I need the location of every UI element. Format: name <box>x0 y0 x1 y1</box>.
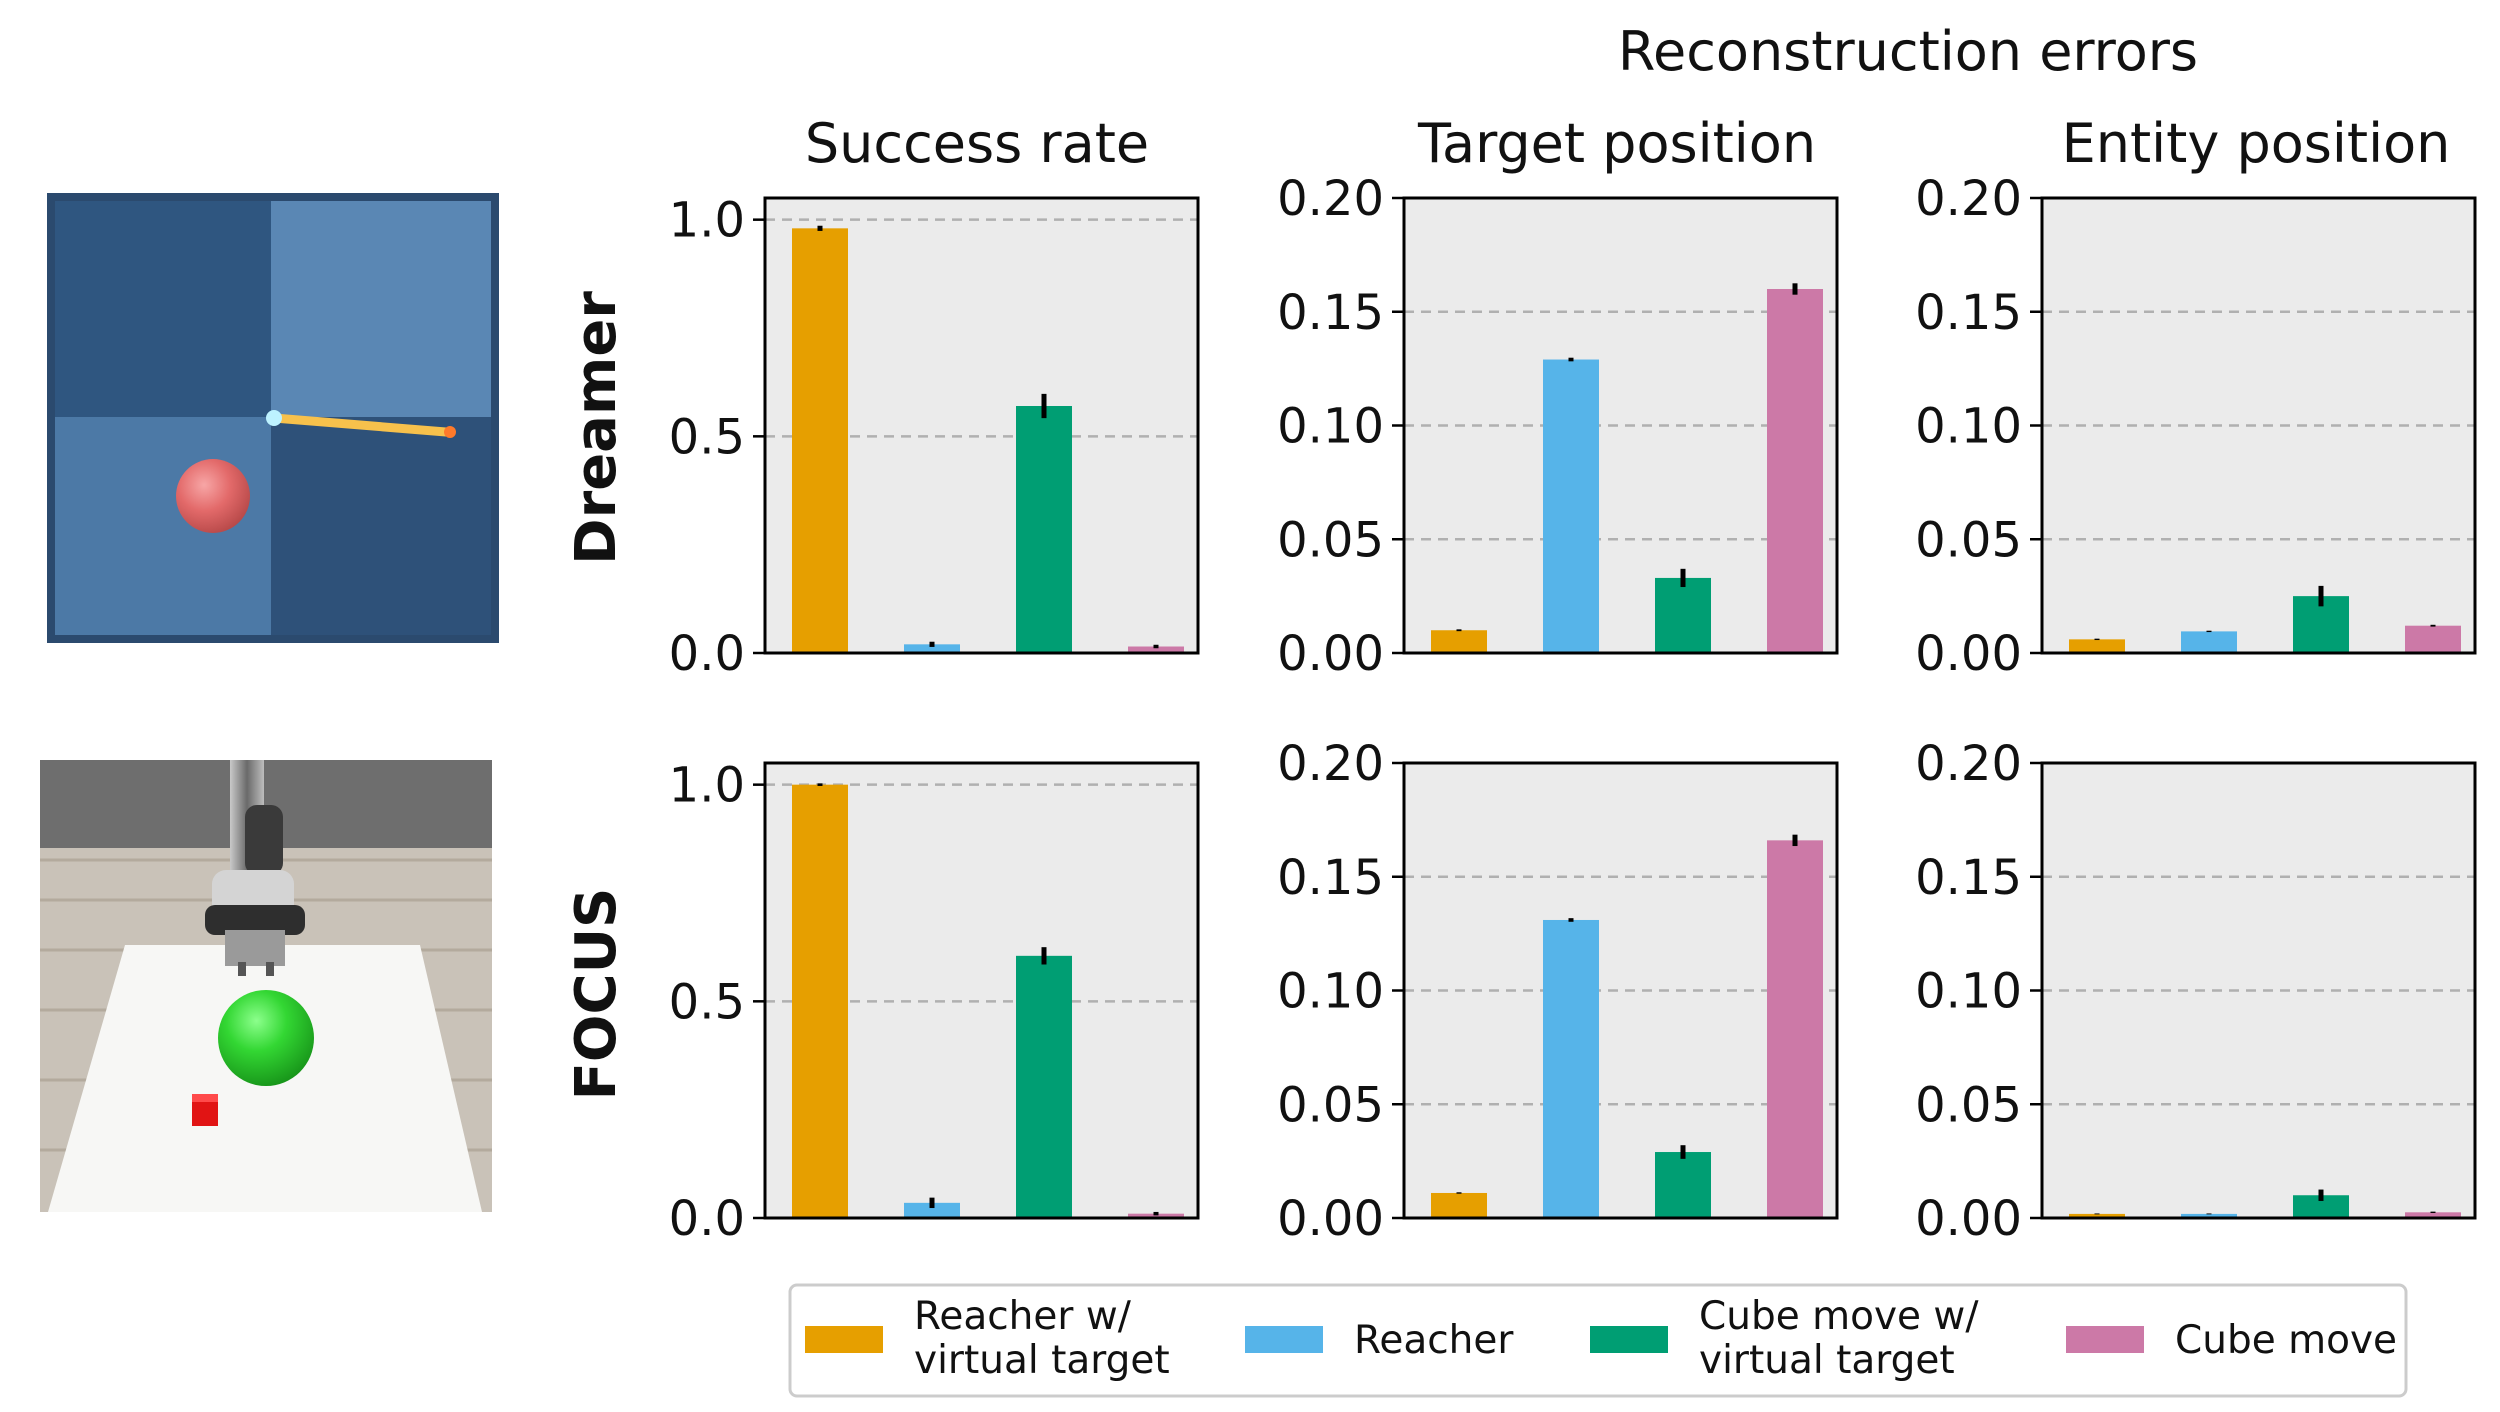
bar-reacher-virtual <box>792 784 848 1218</box>
panel-focus-entity-position: 0.00 0.05 0.10 0.15 0.20 <box>1915 736 2477 1247</box>
panel-focus-target-position: 0.00 0.05 0.10 0.15 0.20 <box>1277 736 1839 1247</box>
legend-label-cube-virtual-line1: Cube move w/ <box>1699 1294 1979 1339</box>
y-tick-label: 0.10 <box>1277 964 1384 1020</box>
y-tick-label: 0.05 <box>1277 1077 1384 1133</box>
bar-reacher-virtual <box>792 228 848 654</box>
column-title-success-rate: Success rate <box>805 112 1149 175</box>
bar-cube-virtual <box>1655 577 1711 653</box>
bar-reacher <box>904 1202 960 1218</box>
panel-dreamer-success-rate: 0.0 0.5 1.0 <box>669 193 1200 682</box>
legend-swatch-cube-move <box>2066 1326 2144 1353</box>
y-tick-label: 0.5 <box>669 974 745 1030</box>
bar-cube-move <box>2405 1212 2461 1218</box>
bar-reacher <box>1543 359 1599 653</box>
plot-frame <box>2040 196 2477 655</box>
y-tick-label: 0.0 <box>669 1191 745 1247</box>
column-title-entity-position: Entity position <box>2062 112 2451 175</box>
y-tick-label: 0.20 <box>1915 736 2022 792</box>
legend-swatch-cube-virtual <box>1590 1326 1668 1353</box>
y-tick-label: 0.00 <box>1915 1191 2022 1247</box>
y-tick-label: 0.20 <box>1277 171 1384 227</box>
plot-frame <box>1402 196 1839 655</box>
y-tick-label: 1.0 <box>669 193 745 249</box>
panel-dreamer-entity-position: 0.00 0.05 0.10 0.15 0.20 <box>1915 171 2477 682</box>
y-tick-label: 0.00 <box>1915 626 2022 682</box>
legend-label-reacher: Reacher <box>1354 1318 1514 1363</box>
row-label-focus: FOCUS <box>564 888 629 1101</box>
column-title-target-position: Target position <box>1417 112 1816 175</box>
reconstruction-errors-header: Reconstruction errors <box>1618 20 2198 83</box>
plot-frame <box>1402 761 1839 1220</box>
legend-swatch-reacher <box>1245 1326 1323 1353</box>
plot-area <box>2042 198 2475 653</box>
bar-cube-move <box>1767 840 1823 1218</box>
legend-label-cube-move: Cube move <box>2175 1318 2397 1363</box>
bar-reacher-virtual <box>1431 630 1487 653</box>
y-tick-label: 0.10 <box>1277 399 1384 455</box>
bar-reacher <box>904 644 960 653</box>
y-tick-label: 1.0 <box>669 758 745 814</box>
y-tick-label: 0.20 <box>1915 171 2022 227</box>
y-tick-label: 0.10 <box>1915 399 2022 455</box>
plot-frame <box>2040 761 2477 1220</box>
legend: Reacher w/ virtual target Reacher Cube m… <box>788 1283 2408 1398</box>
bar-cube-virtual <box>1016 955 1072 1218</box>
y-tick-label: 0.5 <box>669 409 745 465</box>
y-tick-label: 0.15 <box>1277 850 1384 906</box>
reacher-env-image <box>47 193 499 643</box>
bar-reacher-virtual <box>2069 1213 2125 1218</box>
bar-reacher <box>2181 631 2237 653</box>
bar-cube-virtual <box>1655 1152 1711 1218</box>
y-tick-label: 0.20 <box>1277 736 1384 792</box>
robot-arm-env-image <box>40 760 492 1212</box>
panel-dreamer-target-position: 0.00 0.05 0.10 0.15 0.20 <box>1277 171 1839 682</box>
legend-label-reacher-virtual-line2: virtual target <box>914 1338 1170 1383</box>
row-label-dreamer: Dreamer <box>564 291 629 565</box>
plot-frame <box>763 761 1200 1220</box>
panel-focus-success-rate: 0.0 0.5 1.0 <box>669 758 1200 1247</box>
bar-reacher-virtual <box>1431 1192 1487 1218</box>
y-tick-label: 0.15 <box>1915 850 2022 906</box>
y-tick-label: 0.05 <box>1915 1077 2022 1133</box>
legend-label-reacher-virtual-line1: Reacher w/ <box>914 1294 1132 1339</box>
y-tick-label: 0.00 <box>1277 626 1384 682</box>
bar-cube-move <box>1128 1213 1184 1218</box>
y-tick-label: 0.05 <box>1277 512 1384 568</box>
bar-reacher-virtual <box>2069 639 2125 653</box>
bar-cube-virtual <box>2293 1195 2349 1218</box>
y-tick-label: 0.15 <box>1915 285 2022 341</box>
y-tick-label: 0.05 <box>1915 512 2022 568</box>
bar-cube-move <box>1128 646 1184 653</box>
bar-cube-move <box>2405 625 2461 653</box>
legend-swatch-reacher-virtual <box>805 1326 883 1353</box>
bar-cube-move <box>1767 289 1823 653</box>
bar-cube-virtual <box>1016 406 1072 653</box>
plot-area <box>2042 763 2475 1218</box>
y-tick-label: 0.00 <box>1277 1191 1384 1247</box>
legend-label-cube-virtual-line2: virtual target <box>1699 1338 1955 1383</box>
bar-reacher <box>1543 919 1599 1218</box>
y-tick-label: 0.0 <box>669 626 745 682</box>
y-tick-label: 0.15 <box>1277 285 1384 341</box>
bar-reacher <box>2181 1213 2237 1218</box>
plot-frame <box>763 196 1200 655</box>
y-tick-label: 0.10 <box>1915 964 2022 1020</box>
